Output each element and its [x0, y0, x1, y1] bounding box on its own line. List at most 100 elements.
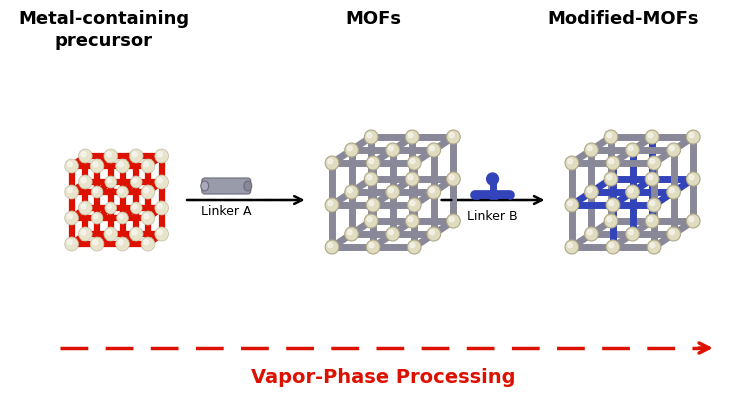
Circle shape: [369, 243, 374, 248]
Circle shape: [158, 178, 162, 183]
Circle shape: [90, 237, 104, 251]
Circle shape: [81, 204, 86, 209]
Circle shape: [79, 175, 92, 189]
Circle shape: [667, 227, 680, 241]
Circle shape: [430, 146, 434, 151]
Circle shape: [667, 143, 680, 157]
Circle shape: [670, 188, 674, 193]
Circle shape: [94, 188, 98, 193]
Circle shape: [606, 198, 619, 212]
Circle shape: [487, 173, 499, 185]
Text: Vapor-Phase Processing: Vapor-Phase Processing: [251, 368, 515, 387]
Circle shape: [154, 201, 169, 215]
Circle shape: [689, 175, 694, 180]
Circle shape: [158, 204, 162, 209]
Circle shape: [328, 201, 333, 206]
Circle shape: [670, 146, 674, 151]
Circle shape: [406, 172, 419, 186]
FancyBboxPatch shape: [202, 178, 250, 194]
Circle shape: [604, 214, 618, 228]
Circle shape: [68, 162, 72, 167]
Circle shape: [117, 212, 128, 224]
Circle shape: [64, 185, 79, 199]
Circle shape: [118, 162, 123, 167]
Circle shape: [686, 214, 700, 228]
Circle shape: [568, 243, 572, 248]
Circle shape: [648, 175, 652, 180]
Circle shape: [587, 146, 592, 151]
Circle shape: [407, 240, 421, 254]
Circle shape: [645, 214, 659, 228]
Circle shape: [609, 201, 613, 206]
Circle shape: [410, 243, 415, 248]
Circle shape: [609, 159, 613, 164]
Circle shape: [79, 149, 92, 163]
Circle shape: [604, 130, 618, 144]
Circle shape: [427, 185, 441, 199]
Circle shape: [64, 211, 79, 225]
Circle shape: [154, 227, 169, 241]
Circle shape: [68, 214, 72, 219]
Circle shape: [667, 185, 680, 199]
Circle shape: [105, 202, 117, 214]
Circle shape: [626, 143, 640, 157]
Circle shape: [94, 214, 98, 219]
Circle shape: [609, 243, 613, 248]
Circle shape: [92, 186, 103, 198]
Circle shape: [64, 237, 79, 251]
Circle shape: [606, 156, 619, 170]
Circle shape: [628, 146, 633, 151]
Circle shape: [584, 143, 598, 157]
Circle shape: [326, 198, 339, 212]
Circle shape: [367, 175, 372, 180]
Circle shape: [364, 172, 378, 186]
Circle shape: [628, 188, 633, 193]
Circle shape: [607, 217, 612, 222]
Circle shape: [141, 185, 154, 199]
Circle shape: [386, 143, 400, 157]
Circle shape: [105, 176, 117, 188]
Circle shape: [93, 162, 98, 167]
Circle shape: [107, 178, 111, 183]
Circle shape: [81, 178, 86, 183]
Circle shape: [648, 133, 652, 138]
Circle shape: [388, 146, 394, 151]
Circle shape: [446, 172, 460, 186]
Circle shape: [568, 201, 572, 206]
Circle shape: [645, 130, 659, 144]
Circle shape: [628, 230, 633, 235]
Circle shape: [132, 230, 137, 235]
Circle shape: [587, 188, 592, 193]
Circle shape: [119, 188, 123, 193]
Circle shape: [79, 227, 92, 241]
Circle shape: [607, 133, 612, 138]
Circle shape: [144, 240, 148, 245]
Circle shape: [410, 159, 415, 164]
Circle shape: [68, 188, 72, 193]
Circle shape: [345, 185, 358, 199]
Circle shape: [154, 149, 169, 163]
Circle shape: [604, 172, 618, 186]
Text: MOFs: MOFs: [345, 10, 401, 28]
Circle shape: [388, 230, 394, 235]
Circle shape: [158, 152, 162, 157]
Circle shape: [364, 214, 378, 228]
Circle shape: [144, 188, 148, 193]
Circle shape: [449, 175, 454, 180]
Circle shape: [366, 198, 380, 212]
Circle shape: [584, 227, 598, 241]
Circle shape: [64, 159, 79, 173]
Circle shape: [647, 156, 661, 170]
Circle shape: [407, 156, 421, 170]
Circle shape: [645, 172, 659, 186]
Circle shape: [81, 230, 86, 235]
Circle shape: [132, 152, 137, 157]
Text: Metal-containing
precursor: Metal-containing precursor: [18, 10, 190, 50]
Circle shape: [90, 159, 104, 173]
Circle shape: [79, 201, 92, 215]
Circle shape: [106, 152, 112, 157]
Circle shape: [406, 214, 419, 228]
Circle shape: [406, 130, 419, 144]
Circle shape: [347, 230, 352, 235]
Circle shape: [119, 214, 123, 219]
